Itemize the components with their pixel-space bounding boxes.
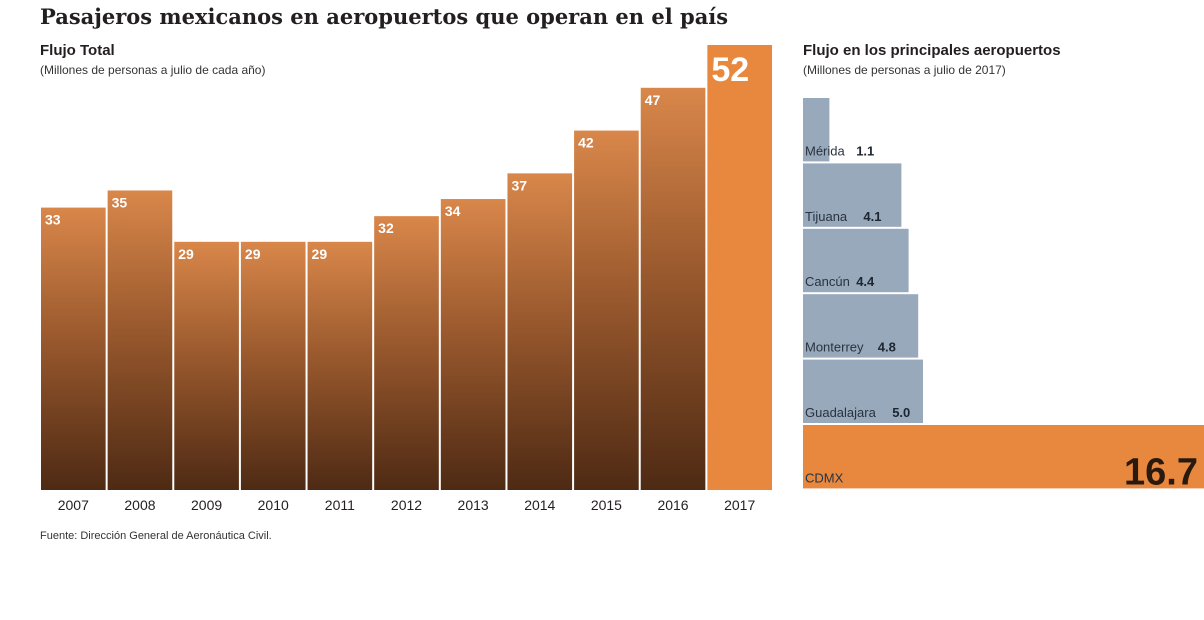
bar-2014 <box>507 173 573 490</box>
airport-value-Tijuana: 4.1 <box>863 209 881 224</box>
bar-value-2011: 29 <box>312 246 328 262</box>
x-tick-2013: 2013 <box>458 497 489 513</box>
bar-2009 <box>174 241 239 490</box>
bar-value-2007: 33 <box>45 212 61 228</box>
airport-label-Tijuana: Tijuana <box>805 209 848 224</box>
airport-bar-CDMX <box>803 425 1204 489</box>
flujo-total-chart: 33 2007 35 2008 29 2009 29 2010 29 2011 32 2012 34 20… <box>41 45 772 513</box>
x-tick-2017: 2017 <box>724 497 755 513</box>
x-tick-2007: 2007 <box>58 497 89 513</box>
principales-aeropuertos-chart: Mérida 1.1 Tijuana 4.1 Cancún 4.4 Monterrey 4.8… <box>803 98 1204 493</box>
airport-bar-Guadalajara <box>803 359 923 423</box>
bar-value-2015: 42 <box>578 135 594 151</box>
left-chart-title: Flujo Total <box>40 42 115 59</box>
bar-value-2013: 34 <box>445 203 461 219</box>
x-tick-2011: 2011 <box>325 497 355 513</box>
airport-value-CDMX: 16.7 <box>1124 451 1198 493</box>
page-title: Pasajeros mexicanos en aeropuertos que o… <box>40 4 729 29</box>
bar-value-2009: 29 <box>178 246 194 262</box>
airport-bar-Monterrey <box>803 294 919 358</box>
x-tick-2014: 2014 <box>524 497 555 513</box>
airport-bar-Tijuana <box>803 163 902 227</box>
bar-2012 <box>374 216 439 490</box>
right-chart-subtitle: (Millones de personas a julio de 2017) <box>803 63 1006 77</box>
bar-value-2008: 35 <box>112 194 128 210</box>
airport-value-Cancún: 4.4 <box>856 274 875 289</box>
airport-label-Mérida: Mérida <box>805 143 846 158</box>
airport-bar-Mérida <box>803 98 830 162</box>
x-tick-2012: 2012 <box>391 497 422 513</box>
bar-value-2016: 47 <box>645 92 661 108</box>
airport-label-Monterrey: Monterrey <box>805 340 864 355</box>
bar-2016 <box>640 87 706 491</box>
airport-value-Monterrey: 4.8 <box>878 340 896 355</box>
airport-bar-Cancún <box>803 228 909 293</box>
right-chart-title: Flujo en los principales aeropuertos <box>803 42 1061 59</box>
source-note: Fuente: Dirección General de Aeronáutica… <box>40 530 272 542</box>
x-tick-2015: 2015 <box>591 497 622 513</box>
left-chart-subtitle: (Millones de personas a julio de cada añ… <box>40 63 266 77</box>
bar-2011 <box>307 241 373 490</box>
airport-value-Mérida: 1.1 <box>856 143 874 158</box>
bar-value-2014: 37 <box>511 177 527 193</box>
bar-2013 <box>440 199 506 491</box>
airport-label-CDMX: CDMX <box>805 470 844 485</box>
bar-2008 <box>107 190 173 490</box>
bar-2015 <box>574 130 639 491</box>
x-tick-2008: 2008 <box>124 497 155 513</box>
bar-2010 <box>240 241 306 490</box>
bar-value-2012: 32 <box>378 220 394 236</box>
bar-2017 <box>707 45 772 490</box>
bar-2007 <box>41 207 106 490</box>
x-tick-2010: 2010 <box>258 497 289 513</box>
bar-value-2010: 29 <box>245 246 261 262</box>
bar-value-2017: 52 <box>711 51 749 89</box>
airport-value-Guadalajara: 5.0 <box>892 405 910 420</box>
airport-label-Guadalajara: Guadalajara <box>805 405 877 420</box>
x-tick-2009: 2009 <box>191 497 222 513</box>
airport-label-Cancún: Cancún <box>805 274 850 289</box>
x-tick-2016: 2016 <box>657 497 688 513</box>
